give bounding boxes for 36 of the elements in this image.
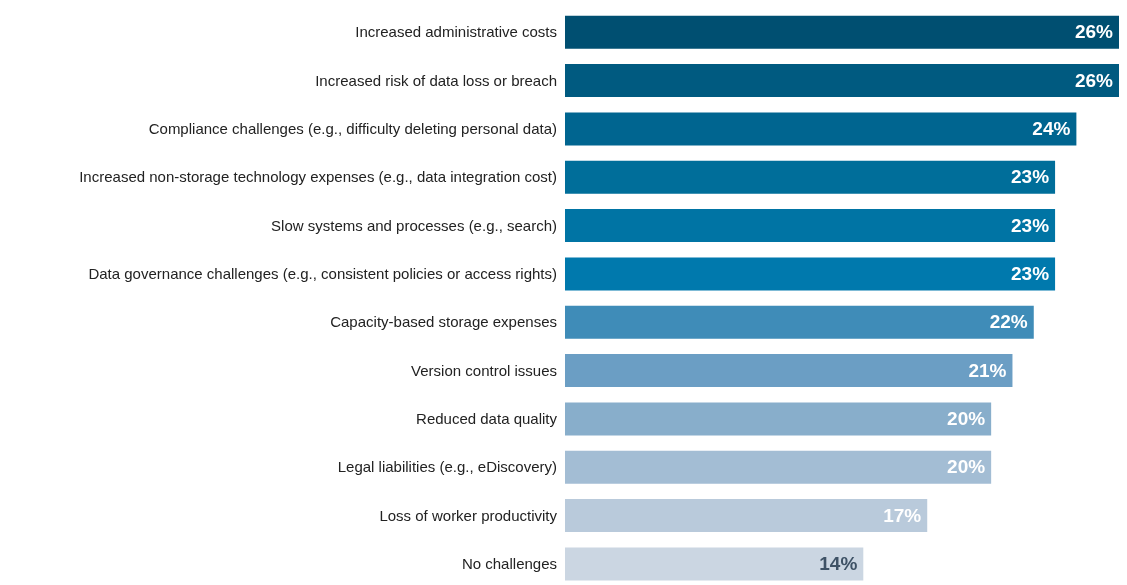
y-tick-label: Legal liabilities (e.g., eDiscovery)	[337, 458, 557, 476]
y-tick-label: Data governance challenges (e.g., consistent policies or access rights)	[88, 265, 557, 283]
y-tick-label: Increased administrative costs	[355, 23, 557, 41]
data-label: 20%	[947, 456, 986, 478]
bar	[565, 112, 1077, 146]
y-tick-label: Increased non-storage technology expenses (e.g., data integration cost)	[79, 168, 557, 186]
bar	[565, 15, 1119, 49]
y-tick-label: Compliance challenges (e.g., difficulty deleting personal data)	[148, 120, 557, 138]
y-tick-label: Loss of worker productivity	[379, 506, 558, 524]
y-tick-label: Slow systems and processes (e.g., search)	[271, 216, 557, 234]
bar	[565, 450, 992, 484]
data-label: 14%	[819, 552, 858, 574]
y-tick-label: Version control issues	[411, 361, 557, 379]
bar	[565, 257, 1056, 291]
bar	[565, 354, 1013, 388]
y-tick-label: Reduced data quality	[416, 410, 558, 428]
data-label: 20%	[947, 407, 986, 429]
bar	[565, 547, 864, 581]
bar	[565, 499, 928, 533]
bar	[565, 209, 1056, 243]
y-tick-label: Capacity-based storage expenses	[330, 313, 557, 331]
bar	[565, 402, 992, 436]
data-label: 26%	[1074, 69, 1114, 91]
bar	[565, 160, 1056, 194]
bar	[565, 305, 1034, 339]
data-label: 23%	[1011, 214, 1050, 236]
data-label: 21%	[968, 359, 1007, 381]
data-label: 23%	[1011, 262, 1050, 284]
data-label: 17%	[883, 504, 922, 526]
data-label: 26%	[1074, 21, 1114, 43]
y-tick-label: Increased risk of data loss or breach	[315, 71, 557, 89]
y-tick-label: No challenges	[461, 555, 557, 573]
bar	[565, 64, 1119, 98]
data-label: 23%	[1011, 166, 1050, 188]
data-label: 24%	[1032, 117, 1071, 139]
data-label: 22%	[989, 311, 1028, 333]
